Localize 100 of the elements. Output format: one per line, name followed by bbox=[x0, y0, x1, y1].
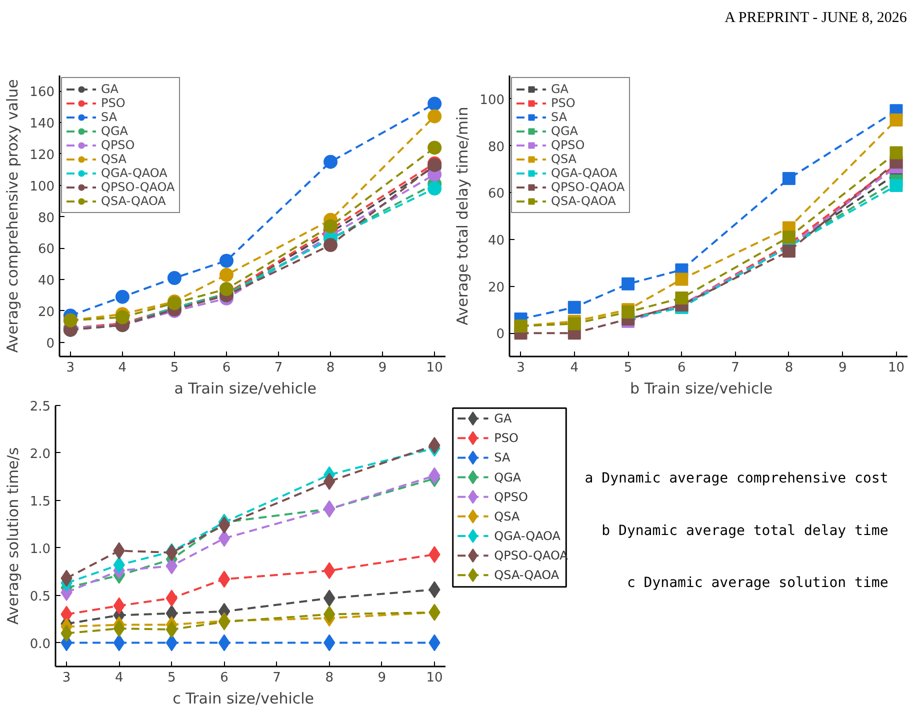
text: b Dynamic average total delay time bbox=[602, 522, 888, 539]
x-tick-label: 4 bbox=[570, 360, 579, 376]
y-tick-label: 1.0 bbox=[30, 542, 51, 557]
x-axis-title: c Train size/vehicle bbox=[172, 690, 314, 708]
x-tick-label: 10 bbox=[426, 360, 443, 376]
x-tick-label: 3 bbox=[516, 360, 525, 376]
x-tick-label: 4 bbox=[114, 670, 124, 686]
x-tick-label: 8 bbox=[326, 360, 335, 376]
y-tick-label: 60 bbox=[488, 186, 505, 202]
text: a Dynamic average comprehensive cost bbox=[584, 470, 888, 487]
point bbox=[890, 179, 903, 192]
point bbox=[568, 300, 581, 314]
point bbox=[622, 306, 635, 319]
x-tick-label: 4 bbox=[118, 360, 127, 376]
y-tick-label: 1.5 bbox=[30, 494, 51, 510]
point bbox=[890, 146, 903, 160]
point bbox=[324, 154, 338, 169]
x-tick-label: 7 bbox=[272, 670, 281, 686]
y-tick-label: 60 bbox=[38, 242, 55, 258]
y-tick-label: 20 bbox=[38, 304, 55, 320]
x-axis-title: a Train size/vehicle bbox=[174, 380, 316, 398]
y-tick-label: 0.0 bbox=[30, 636, 51, 652]
x-tick-label: 6 bbox=[220, 670, 228, 686]
point bbox=[428, 182, 442, 196]
y-tick-label: 0 bbox=[46, 336, 55, 352]
x-tick-label: 9 bbox=[378, 360, 387, 376]
point bbox=[218, 530, 230, 547]
y-tick-label: 0 bbox=[496, 327, 505, 342]
point bbox=[675, 272, 688, 286]
legend-label: GA bbox=[551, 82, 570, 96]
y-tick-label: 120 bbox=[30, 148, 55, 163]
text: c Dynamic average solution time bbox=[626, 574, 888, 591]
legend-label: GA bbox=[101, 82, 120, 96]
x-axis-title: b Train size/vehicle bbox=[630, 380, 773, 398]
legend-label: QSA bbox=[101, 152, 126, 166]
x-tick-label: 5 bbox=[624, 360, 632, 376]
y-tick-label: 80 bbox=[38, 210, 55, 226]
point bbox=[324, 238, 338, 252]
legend-label: QPSO-QAOA bbox=[101, 180, 175, 194]
y-tick-label: 2.5 bbox=[30, 400, 51, 414]
y-axis-title: Average comprehensive proxy value bbox=[4, 79, 22, 353]
y-tick-label: 100 bbox=[480, 92, 505, 108]
legend-label: PSO bbox=[551, 96, 576, 110]
legend-label: QGA bbox=[101, 124, 128, 138]
legend-label: QGA bbox=[551, 124, 578, 138]
legend-label: PSO bbox=[494, 431, 518, 446]
y-tick-label: 40 bbox=[38, 274, 55, 289]
legend-label: QPSO bbox=[494, 490, 528, 504]
y-tick-label: 40 bbox=[488, 233, 505, 248]
legend-label: QGA-QAOA bbox=[494, 529, 562, 543]
y-tick-label: 2.0 bbox=[30, 446, 51, 462]
x-tick-label: 10 bbox=[426, 670, 443, 686]
legend-label: QGA-QAOA bbox=[551, 166, 618, 180]
x-tick-label: 5 bbox=[168, 670, 176, 686]
x-tick-label: 3 bbox=[62, 670, 71, 686]
legend-label: SA bbox=[494, 450, 511, 465]
y-tick-label: 160 bbox=[30, 85, 55, 100]
x-tick-label: 6 bbox=[678, 360, 686, 376]
point bbox=[115, 290, 130, 304]
legend-label: QPSO-QAOA bbox=[551, 180, 625, 194]
point bbox=[167, 271, 182, 285]
x-tick-label: 10 bbox=[888, 360, 905, 376]
x-tick-label: 7 bbox=[274, 360, 283, 376]
y-axis-title: Average total delay time/min bbox=[454, 106, 472, 326]
legend-label: QSA-QAOA bbox=[494, 568, 560, 582]
point bbox=[782, 244, 796, 258]
legend-label: QPSO bbox=[101, 138, 135, 152]
point bbox=[324, 219, 338, 234]
legend-label: GA bbox=[494, 412, 512, 426]
legend-label: QGA bbox=[494, 470, 522, 484]
point bbox=[675, 291, 688, 304]
y-tick-label: 140 bbox=[30, 116, 55, 132]
text: A PREPRINT - JUNE 8, 2026 bbox=[724, 10, 908, 26]
point bbox=[782, 230, 796, 244]
point bbox=[890, 113, 903, 126]
y-axis-title: Average solution time/s bbox=[4, 447, 22, 625]
y-tick-label: 100 bbox=[30, 179, 55, 194]
point bbox=[428, 96, 442, 111]
point bbox=[219, 282, 234, 296]
x-tick-label: 7 bbox=[731, 360, 740, 376]
point bbox=[428, 109, 442, 124]
legend-label: SA bbox=[101, 110, 118, 124]
point bbox=[218, 516, 230, 534]
legend-label: QSA-QAOA bbox=[551, 194, 616, 208]
point bbox=[428, 140, 442, 155]
legend-label: QSA bbox=[551, 152, 576, 166]
point bbox=[218, 570, 230, 588]
x-tick-label: 8 bbox=[784, 360, 794, 376]
x-tick-label: 8 bbox=[325, 670, 334, 686]
point bbox=[219, 254, 234, 268]
legend-label: SA bbox=[551, 110, 568, 124]
point bbox=[622, 277, 635, 290]
x-tick-label: 6 bbox=[222, 360, 231, 376]
legend-label: QSA bbox=[494, 509, 520, 524]
point bbox=[115, 310, 130, 324]
x-tick-label: 9 bbox=[378, 670, 386, 686]
legend-label: PSO bbox=[101, 96, 126, 110]
point bbox=[782, 172, 796, 186]
y-tick-label: 0.5 bbox=[30, 589, 51, 604]
x-tick-label: 5 bbox=[170, 360, 179, 376]
